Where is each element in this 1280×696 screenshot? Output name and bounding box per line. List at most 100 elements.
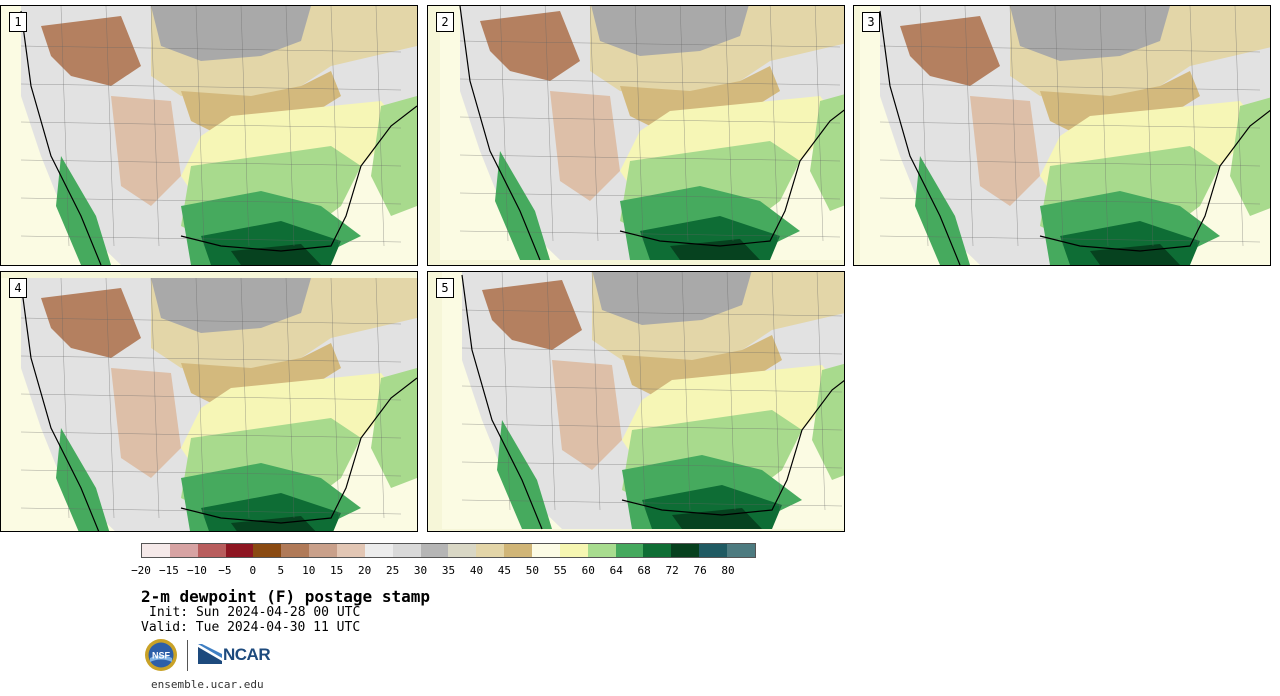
panel-number: 5 xyxy=(436,278,454,298)
mountain-dry-region xyxy=(41,288,141,358)
colorbar-swatch xyxy=(559,544,588,557)
colorbar-tick-label: −15 xyxy=(159,564,179,577)
state-boundary xyxy=(20,83,402,91)
state-boundary xyxy=(681,272,691,511)
dewpoint-map xyxy=(860,6,1270,265)
colorbar-tick-label: 40 xyxy=(469,564,484,577)
state-boundary xyxy=(879,45,1261,53)
colorbar-swatch xyxy=(392,544,421,557)
colorbar-tick-label: 45 xyxy=(497,564,512,577)
state-boundary xyxy=(769,6,779,242)
state-boundary xyxy=(816,272,826,511)
state-boundary xyxy=(60,277,70,519)
colorbar-tick-label: 15 xyxy=(330,564,344,577)
colorbar-swatch xyxy=(225,544,254,557)
mountain-dry-region xyxy=(482,280,582,350)
colorbar-swatch xyxy=(253,544,282,557)
coastline xyxy=(459,6,844,261)
state-boundary xyxy=(879,197,1261,205)
state-boundary xyxy=(879,159,1261,167)
colorbar-swatch xyxy=(420,544,449,557)
colorbar-tick-label: 80 xyxy=(721,564,735,577)
state-boundary xyxy=(20,317,402,325)
colorbar-tick-label: 0 xyxy=(249,564,257,577)
colorbar-swatch xyxy=(532,544,560,557)
coastline xyxy=(879,10,1270,265)
state-boundary xyxy=(330,6,340,247)
state-boundary xyxy=(771,272,781,511)
state-boundary xyxy=(544,6,554,242)
state-boundary xyxy=(105,6,115,247)
state-boundary xyxy=(20,159,402,167)
state-boundary xyxy=(150,277,160,519)
state-boundary xyxy=(636,272,646,511)
state-boundary xyxy=(461,309,843,317)
state-boundary xyxy=(330,277,340,519)
canada-region xyxy=(151,278,311,333)
state-boundary xyxy=(546,272,556,511)
state-boundary xyxy=(1189,6,1199,247)
state-boundary xyxy=(20,235,402,243)
atlantic-moist-region xyxy=(371,96,417,216)
valid-time: Valid: Tue 2024-04-30 11 UTC xyxy=(141,620,361,635)
state-boundary xyxy=(814,6,824,242)
colorbar-swatch xyxy=(643,544,672,557)
map-layers xyxy=(1,277,417,531)
colorbar-swatch xyxy=(476,544,505,557)
init-time: Init: Sun 2024-04-28 00 UTC xyxy=(149,605,361,620)
colorbar-tick-labels: −20 −15 −10 −5 0 5 10 15 20 25 30 35 40 45 50 55 60 64 68 7… xyxy=(131,564,756,578)
map-layers xyxy=(1,6,417,265)
colorbar-tick-label: 76 xyxy=(693,564,707,577)
colorbar-tick-label: 25 xyxy=(385,564,400,577)
mountain-dry-region xyxy=(900,16,1000,86)
state-boundary xyxy=(375,277,385,519)
forecast-map-panel: 1 xyxy=(0,5,418,266)
colorbar-swatch xyxy=(615,544,644,557)
colorbar-tick-label: −10 xyxy=(186,564,207,577)
state-boundary xyxy=(459,230,841,238)
state-boundary xyxy=(20,121,402,129)
panel-number: 2 xyxy=(436,12,454,32)
state-boundary xyxy=(461,461,843,469)
state-boundary xyxy=(879,83,1261,91)
colorbar-swatch xyxy=(142,544,170,557)
state-boundary xyxy=(459,116,841,124)
state-boundary xyxy=(20,469,402,477)
state-boundary xyxy=(195,277,205,519)
colorbar-tick-label: 72 xyxy=(665,564,679,577)
colorbar-tick-label: 68 xyxy=(637,564,651,577)
state-boundary xyxy=(1234,6,1244,247)
pacific-coast-green-region xyxy=(56,156,111,265)
pacific-coast-green-region xyxy=(495,151,550,260)
state-boundary xyxy=(459,78,841,86)
plot-title: 2-m dewpoint (F) postage stamp xyxy=(141,587,430,606)
state-boundary xyxy=(589,6,599,242)
state-boundary xyxy=(375,6,385,247)
logo-group: NSF NCAR xyxy=(144,638,284,674)
panel-number: 3 xyxy=(862,12,880,32)
colorbar-swatch xyxy=(699,544,728,557)
ncar-logo-text: NCAR xyxy=(223,645,271,664)
pacific-coast-green-region xyxy=(915,156,970,265)
colorbar-tick-label: 20 xyxy=(358,564,372,577)
state-boundary xyxy=(240,6,250,247)
colorbar-swatch xyxy=(337,544,365,557)
canada-region xyxy=(592,272,752,325)
pacific-coast-green-region xyxy=(56,428,110,531)
state-boundary xyxy=(150,6,160,247)
colorbar-swatch xyxy=(309,544,338,557)
colorbar-tick-label: 60 xyxy=(581,564,595,577)
colorbar-tick-label: −5 xyxy=(218,564,232,577)
colorbar-swatch xyxy=(671,544,700,557)
state-boundary xyxy=(964,6,974,247)
state-boundary xyxy=(461,385,843,393)
atlantic-moist-region xyxy=(371,368,417,488)
colorbar-swatch xyxy=(727,544,755,557)
dewpoint-map xyxy=(442,272,844,530)
state-boundary xyxy=(195,6,205,247)
state-boundary xyxy=(879,121,1261,129)
state-boundary xyxy=(105,277,115,519)
colorbar-tick-label: 50 xyxy=(525,564,539,577)
state-boundary xyxy=(461,499,843,507)
colorbar-swatch xyxy=(169,544,198,557)
